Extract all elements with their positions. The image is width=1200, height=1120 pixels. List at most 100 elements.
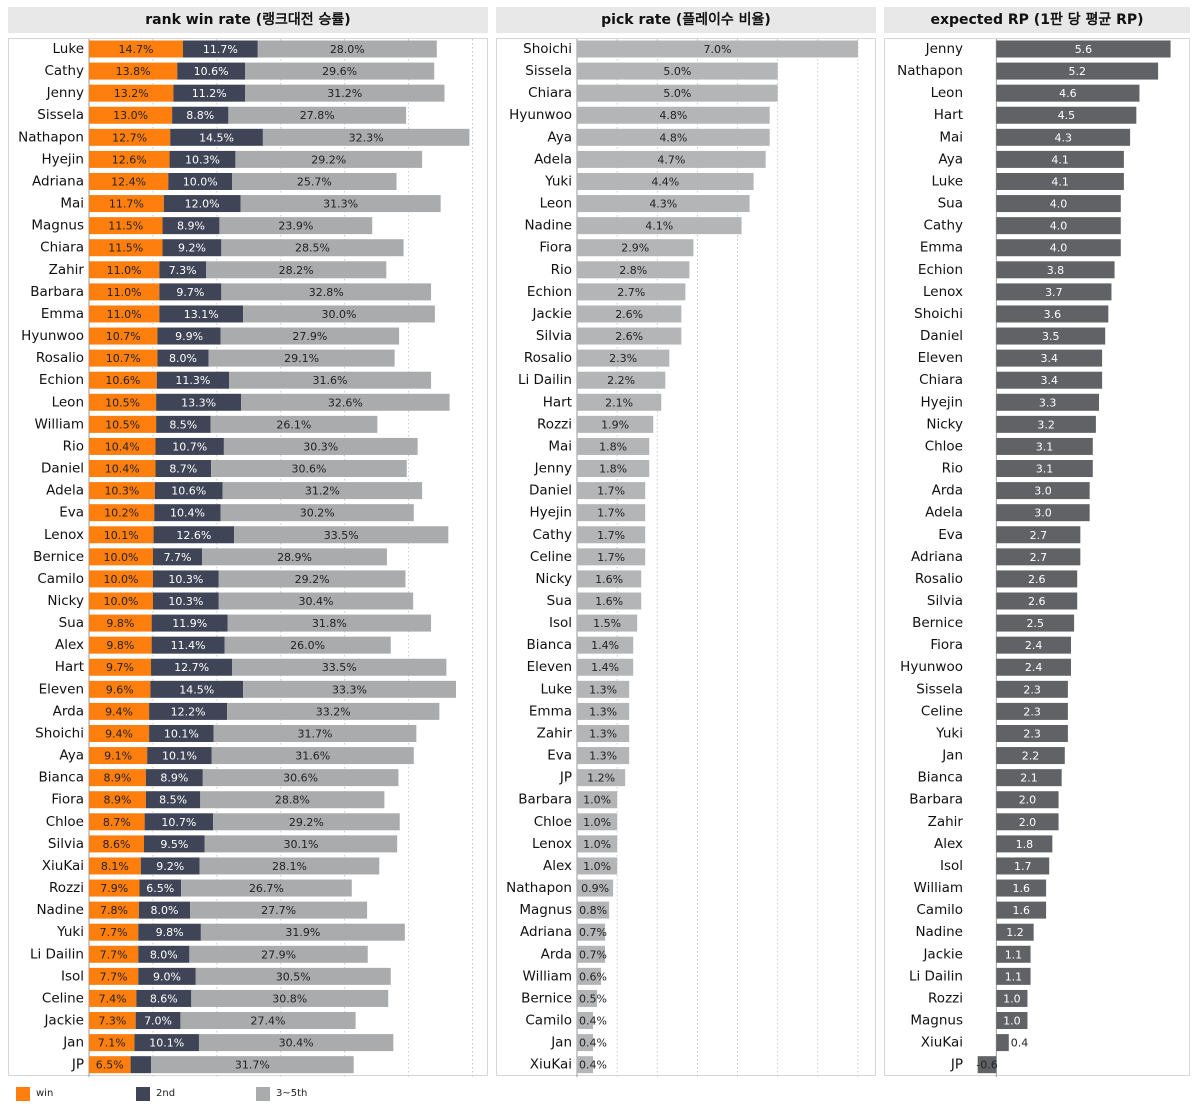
value-label-third-daniel: 30.6% (291, 463, 326, 476)
value-label-win-luke: 14.7% (119, 43, 154, 56)
value-label-pick-barbara: 1.0% (583, 794, 611, 807)
category-label-aya: Aya (59, 748, 84, 764)
value-label-pick-bernice: 0.5% (579, 992, 607, 1005)
value-label-second-cathy: 10.6% (194, 65, 229, 78)
value-label-rp-arda: 3.0 (1034, 485, 1052, 498)
bar-third-daniel (211, 460, 407, 478)
bar-rp-jackie (996, 945, 1031, 963)
category-label-echion: Echion (527, 284, 572, 300)
bar-rp-eleven (996, 349, 1103, 367)
category-label-eleven: Eleven (39, 681, 84, 697)
win-rate-title: rank win rate (랭크대전 승률) (8, 7, 488, 33)
bar-rp-cathy (996, 217, 1121, 235)
value-label-win-magnus: 11.5% (108, 220, 143, 233)
value-label-rp-sua: 4.0 (1050, 198, 1068, 211)
bar-third-shoichi (213, 724, 417, 742)
bar-pick-eva (577, 747, 630, 765)
category-label-eleven: Eleven (527, 659, 572, 675)
bar-pick-leon (577, 195, 750, 213)
value-label-pick-mai: 1.8% (599, 440, 627, 453)
value-label-second-mai: 12.0% (185, 198, 220, 211)
category-label-bernice: Bernice (521, 990, 572, 1006)
value-label-win-mai: 11.7% (109, 198, 144, 211)
category-label-nathapon: Nathapon (506, 880, 572, 896)
value-label-win-camilo: 10.0% (103, 573, 138, 586)
value-label-second-jackie: 7.0% (144, 1015, 172, 1028)
value-label-second-silvia: 9.5% (160, 838, 188, 851)
value-label-second-william: 8.5% (169, 418, 197, 431)
value-label-win-bernice: 10.0% (103, 551, 138, 564)
category-label-rio: Rio (551, 262, 572, 278)
category-label-eva: Eva (59, 505, 84, 521)
category-label-hyunwoo: Hyunwoo (21, 328, 84, 344)
bar-second-hyunwoo (157, 327, 221, 345)
value-label-rp-jenny: 5.6 (1075, 43, 1093, 56)
value-label-rp-zahir: 2.0 (1019, 816, 1037, 829)
category-label-jp: JP (950, 1057, 963, 1073)
value-label-third-isol: 30.5% (276, 970, 311, 983)
value-label-second-chloe: 10.7% (161, 816, 196, 829)
value-label-rp-nicky: 3.2 (1037, 418, 1055, 431)
value-label-pick-arda: 0.7% (579, 948, 607, 961)
bar-second-arda (149, 702, 228, 720)
bar-win-chiara (89, 239, 163, 257)
value-label-pick-alex: 1.0% (583, 860, 611, 873)
category-label-celine: Celine (921, 703, 963, 719)
bar-rp-luke (996, 172, 1124, 190)
bar-rp-hyejin (996, 393, 1099, 411)
category-label-nathapon: Nathapon (897, 63, 963, 79)
bar-second-jenny (173, 84, 245, 102)
value-label-third-zahir: 28.2% (279, 264, 314, 277)
bar-rp-bernice (996, 614, 1075, 632)
bar-win-nadine (89, 901, 139, 919)
bar-rp-daniel (996, 327, 1106, 345)
category-label-leon: Leon (931, 85, 963, 101)
bar-pick-chiara (577, 84, 778, 102)
value-label-pick-adriana: 0.7% (579, 926, 607, 939)
value-label-win-adriana: 12.4% (111, 175, 146, 188)
value-label-third-fiora: 28.8% (275, 794, 310, 807)
category-label-hart: Hart (55, 659, 84, 675)
category-label-shoichi: Shoichi (523, 41, 572, 57)
bar-win-zahir (89, 261, 160, 279)
value-label-rp-magnus: 1.0 (1003, 1015, 1021, 1028)
value-label-win-eleven: 9.6% (106, 683, 134, 696)
category-label-aya: Aya (547, 129, 572, 145)
value-label-third-nathapon: 32.3% (349, 131, 384, 144)
bar-second-bernice (152, 548, 203, 566)
category-label-arda: Arda (541, 946, 572, 962)
value-label-pick-sua: 1.6% (595, 595, 623, 608)
bar-rp-li-dailin (996, 967, 1031, 985)
value-label-third-sissela: 27.8% (300, 109, 335, 122)
category-label-camilo: Camilo (37, 571, 84, 587)
value-label-rp-fiora: 2.4 (1025, 639, 1043, 652)
bar-third-mai (240, 195, 441, 213)
value-label-win-leon: 10.5% (105, 396, 140, 409)
value-label-second-rosalio: 8.0% (169, 352, 197, 365)
legend-label-3-5th: 3~5th (276, 1088, 308, 1099)
value-label-rp-jan: 2.2 (1022, 750, 1040, 763)
category-label-adela: Adela (534, 151, 572, 167)
bar-second-rozzi (139, 879, 182, 897)
bar-pick-isol (577, 614, 638, 632)
bar-pick-shoichi (577, 40, 858, 58)
bar-second-barbara (159, 283, 222, 301)
value-label-second-adriana: 10.0% (183, 175, 218, 188)
value-label-rp-leon: 4.6 (1059, 87, 1077, 100)
category-label-sua: Sua (547, 593, 572, 609)
category-label-fiora: Fiora (51, 792, 84, 808)
value-label-third-arda: 33.2% (316, 705, 351, 718)
value-label-second-rio: 10.7% (172, 440, 207, 453)
value-label-second-shoichi: 10.1% (164, 727, 199, 740)
value-label-pick-xiukai: 0.4% (579, 1059, 607, 1072)
value-label-second-eva: 10.4% (170, 507, 205, 520)
category-label-daniel: Daniel (529, 483, 572, 499)
value-label-rp-yuki: 2.3 (1023, 727, 1041, 740)
bar-pick-yuki (577, 172, 754, 190)
value-label-second-alex: 11.4% (171, 639, 206, 652)
value-label-second-fiora: 8.5% (159, 794, 187, 807)
bar-third-luke (257, 40, 437, 58)
value-label-pick-leon: 4.3% (649, 198, 677, 211)
bar-second-magnus (162, 217, 220, 235)
bar-win-hyunwoo (89, 327, 158, 345)
